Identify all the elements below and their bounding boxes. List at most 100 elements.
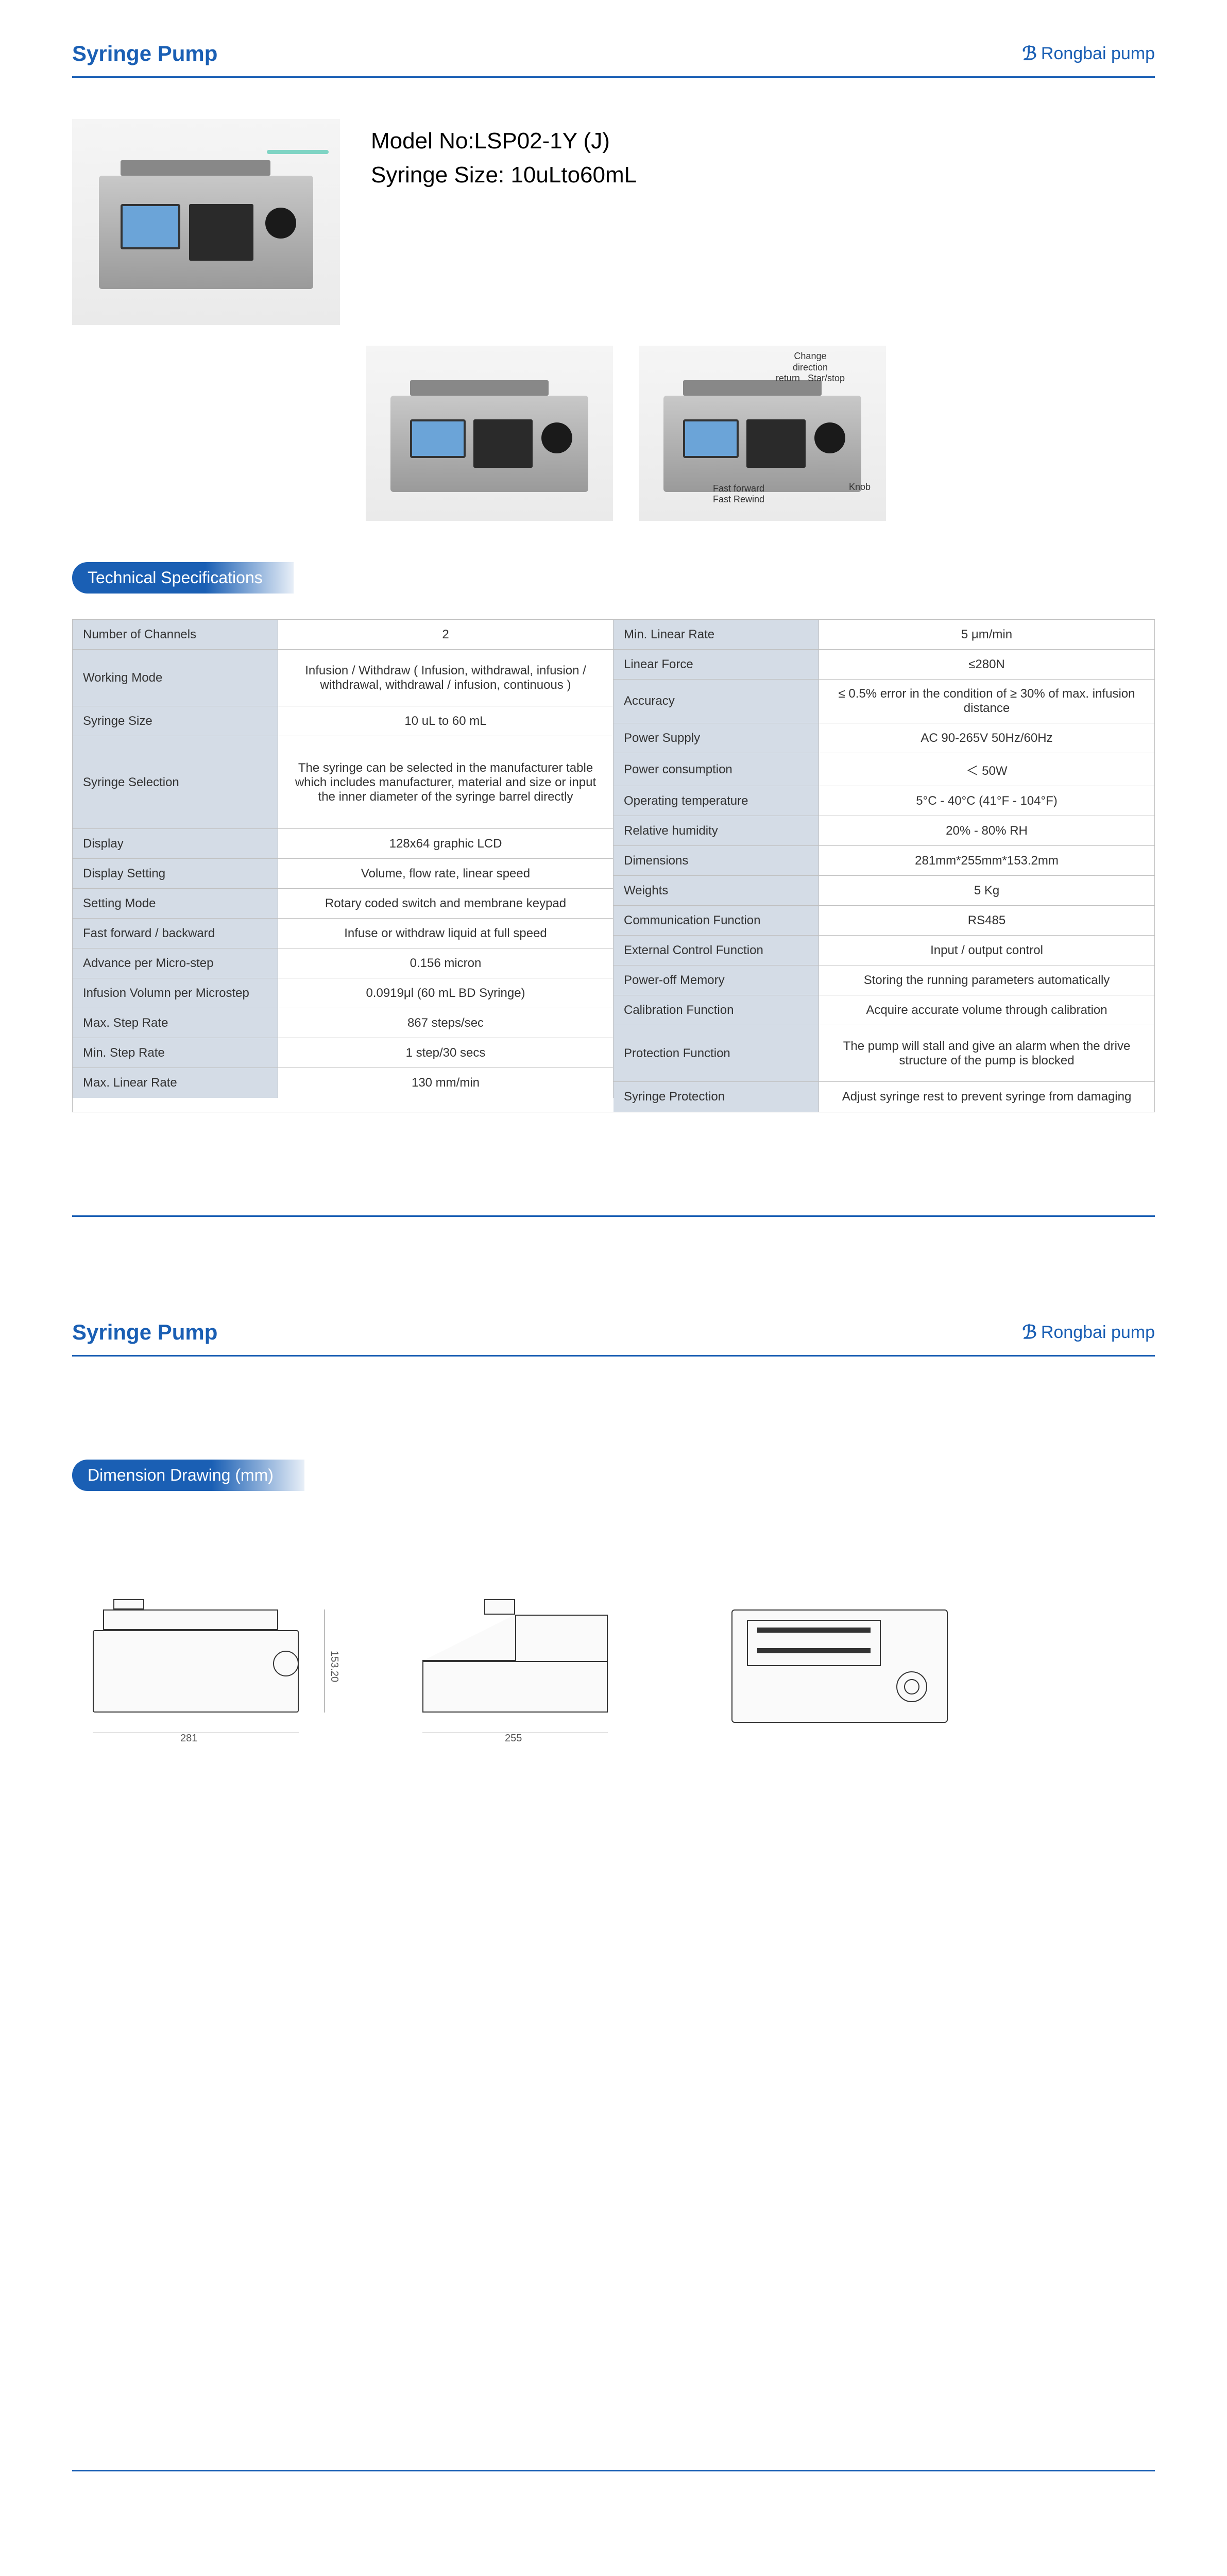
- spec-row: Operating temperature5°C - 40°C (41°F - …: [614, 786, 1154, 816]
- product-image-main: [72, 119, 340, 325]
- spec-row: Setting ModeRotary coded switch and memb…: [73, 889, 614, 919]
- spec-value: ≤280N: [819, 650, 1154, 679]
- images-row: Change direction return Star/stop Fast f…: [72, 346, 1155, 521]
- dim-side-width: 255: [505, 1733, 522, 1744]
- spec-value: 5°C - 40°C (41°F - 104°F): [819, 786, 1154, 816]
- brand-icon: ℬ: [1023, 43, 1037, 64]
- spec-label: Relative humidity: [614, 816, 819, 845]
- specs-right-column: Min. Linear Rate5 μm/minLinear Force≤280…: [614, 620, 1154, 1112]
- spec-row: Number of Channels2: [73, 620, 614, 650]
- spec-row: External Control FunctionInput / output …: [614, 936, 1154, 965]
- spec-row: Min. Step Rate1 step/30 secs: [73, 1038, 614, 1068]
- dim-height: 153.20: [328, 1651, 340, 1682]
- spec-row: Protection FunctionThe pump will stall a…: [614, 1025, 1154, 1082]
- spec-label: Max. Step Rate: [73, 1008, 278, 1038]
- spec-row: Calibration FunctionAcquire accurate vol…: [614, 995, 1154, 1025]
- spec-label: Dimensions: [614, 846, 819, 875]
- spec-row: Relative humidity20% - 80% RH: [614, 816, 1154, 846]
- spec-row: Syringe Size10 uL to 60 mL: [73, 706, 614, 736]
- spec-label: Setting Mode: [73, 889, 278, 918]
- brand-label: ℬ Rongbai pump: [1023, 43, 1155, 64]
- spec-row: Weights5 Kg: [614, 876, 1154, 906]
- spec-row: Accuracy≤ 0.5% error in the condition of…: [614, 680, 1154, 723]
- spec-row: Max. Step Rate867 steps/sec: [73, 1008, 614, 1038]
- spec-label: Advance per Micro-step: [73, 948, 278, 978]
- spec-row: Fast forward / backwardInfuse or withdra…: [73, 919, 614, 948]
- spec-label: Max. Linear Rate: [73, 1068, 278, 1098]
- spec-label: Protection Function: [614, 1025, 819, 1081]
- spec-value: RS485: [819, 906, 1154, 935]
- spec-value: 130 mm/min: [278, 1068, 614, 1098]
- spec-row: Power SupplyAC 90-265V 50Hz/60Hz: [614, 723, 1154, 753]
- annotation-top: Change direction return Star/stop: [776, 351, 845, 384]
- spec-value: 128x64 graphic LCD: [278, 829, 614, 858]
- spec-label: Communication Function: [614, 906, 819, 935]
- annotation-bottom: Fast forward Fast Rewind: [713, 483, 764, 505]
- spec-value: Storing the running parameters automatic…: [819, 965, 1154, 995]
- spec-value: 20% - 80% RH: [819, 816, 1154, 845]
- spec-value: AC 90-265V 50Hz/60Hz: [819, 723, 1154, 753]
- spec-value: ＜ 50W: [819, 753, 1154, 786]
- page-2: Syringe Pump ℬ Rongbai pump Dimension Dr…: [0, 1279, 1227, 2533]
- product-image-annotated: Change direction return Star/stop Fast f…: [639, 346, 886, 521]
- brand-text: Rongbai pump: [1041, 44, 1155, 64]
- spec-row: Dimensions281mm*255mm*153.2mm: [614, 846, 1154, 876]
- spec-label: Accuracy: [614, 680, 819, 723]
- spec-row: Communication FunctionRS485: [614, 906, 1154, 936]
- dimension-drawings: 281 153.20 255: [72, 1568, 1155, 1749]
- model-section: Model No:LSP02-1Y (J) Syringe Size: 10uL…: [72, 119, 1155, 325]
- dims-section-header: Dimension Drawing (mm): [72, 1460, 304, 1491]
- page-header-2: Syringe Pump ℬ Rongbai pump: [72, 1320, 1155, 1357]
- page-title: Syringe Pump: [72, 41, 217, 66]
- spec-value: 1 step/30 secs: [278, 1038, 614, 1067]
- dim-top-view: [711, 1568, 968, 1749]
- spec-row: Power-off MemoryStoring the running para…: [614, 965, 1154, 995]
- spec-value: 5 μm/min: [819, 620, 1154, 649]
- spec-label: Weights: [614, 876, 819, 905]
- spec-row: Working ModeInfusion / Withdraw ( Infusi…: [73, 650, 614, 706]
- specs-table: Number of Channels2Working ModeInfusion …: [72, 619, 1155, 1112]
- spec-value: Infuse or withdraw liquid at full speed: [278, 919, 614, 948]
- spec-value: Input / output control: [819, 936, 1154, 965]
- spec-value: The syringe can be selected in the manuf…: [278, 736, 614, 828]
- syringe-size: Syringe Size: 10uLto60mL: [371, 158, 637, 192]
- spec-row: Power consumption＜ 50W: [614, 753, 1154, 786]
- spec-row: Display128x64 graphic LCD: [73, 829, 614, 859]
- spec-value: Volume, flow rate, linear speed: [278, 859, 614, 888]
- specs-left-column: Number of Channels2Working ModeInfusion …: [73, 620, 614, 1112]
- spec-value: 5 Kg: [819, 876, 1154, 905]
- spec-value: 10 uL to 60 mL: [278, 706, 614, 736]
- spec-row: Display SettingVolume, flow rate, linear…: [73, 859, 614, 889]
- spec-row: Syringe ProtectionAdjust syringe rest to…: [614, 1082, 1154, 1112]
- brand-text-2: Rongbai pump: [1041, 1323, 1155, 1343]
- footer-line-1: [72, 1215, 1155, 1217]
- spec-label: Linear Force: [614, 650, 819, 679]
- spec-value: 0.0919μl (60 mL BD Syringe): [278, 978, 614, 1008]
- spec-label: Fast forward / backward: [73, 919, 278, 948]
- spec-label: Infusion Volumn per Microstep: [73, 978, 278, 1008]
- spec-label: Calibration Function: [614, 995, 819, 1025]
- spec-label: Display: [73, 829, 278, 858]
- footer-line-2: [72, 2470, 1155, 2471]
- spec-row: Advance per Micro-step0.156 micron: [73, 948, 614, 978]
- product-image-2: [366, 346, 613, 521]
- dim-front-view: 281 153.20: [72, 1568, 330, 1749]
- spec-value: 867 steps/sec: [278, 1008, 614, 1038]
- spec-row: Max. Linear Rate130 mm/min: [73, 1068, 614, 1098]
- spec-value: Infusion / Withdraw ( Infusion, withdraw…: [278, 650, 614, 706]
- spec-label: Min. Linear Rate: [614, 620, 819, 649]
- spec-label: External Control Function: [614, 936, 819, 965]
- spec-label: Operating temperature: [614, 786, 819, 816]
- spec-label: Display Setting: [73, 859, 278, 888]
- spec-label: Working Mode: [73, 650, 278, 706]
- page-header: Syringe Pump ℬ Rongbai pump: [72, 41, 1155, 78]
- spec-value: ≤ 0.5% error in the condition of ≥ 30% o…: [819, 680, 1154, 723]
- spec-label: Power consumption: [614, 753, 819, 786]
- spec-value: Rotary coded switch and membrane keypad: [278, 889, 614, 918]
- spec-value: The pump will stall and give an alarm wh…: [819, 1025, 1154, 1081]
- brand-label-2: ℬ Rongbai pump: [1023, 1321, 1155, 1343]
- spec-value: Acquire accurate volume through calibrat…: [819, 995, 1154, 1025]
- spec-label: Min. Step Rate: [73, 1038, 278, 1067]
- model-no: Model No:LSP02-1Y (J): [371, 124, 637, 158]
- spec-row: Syringe SelectionThe syringe can be sele…: [73, 736, 614, 829]
